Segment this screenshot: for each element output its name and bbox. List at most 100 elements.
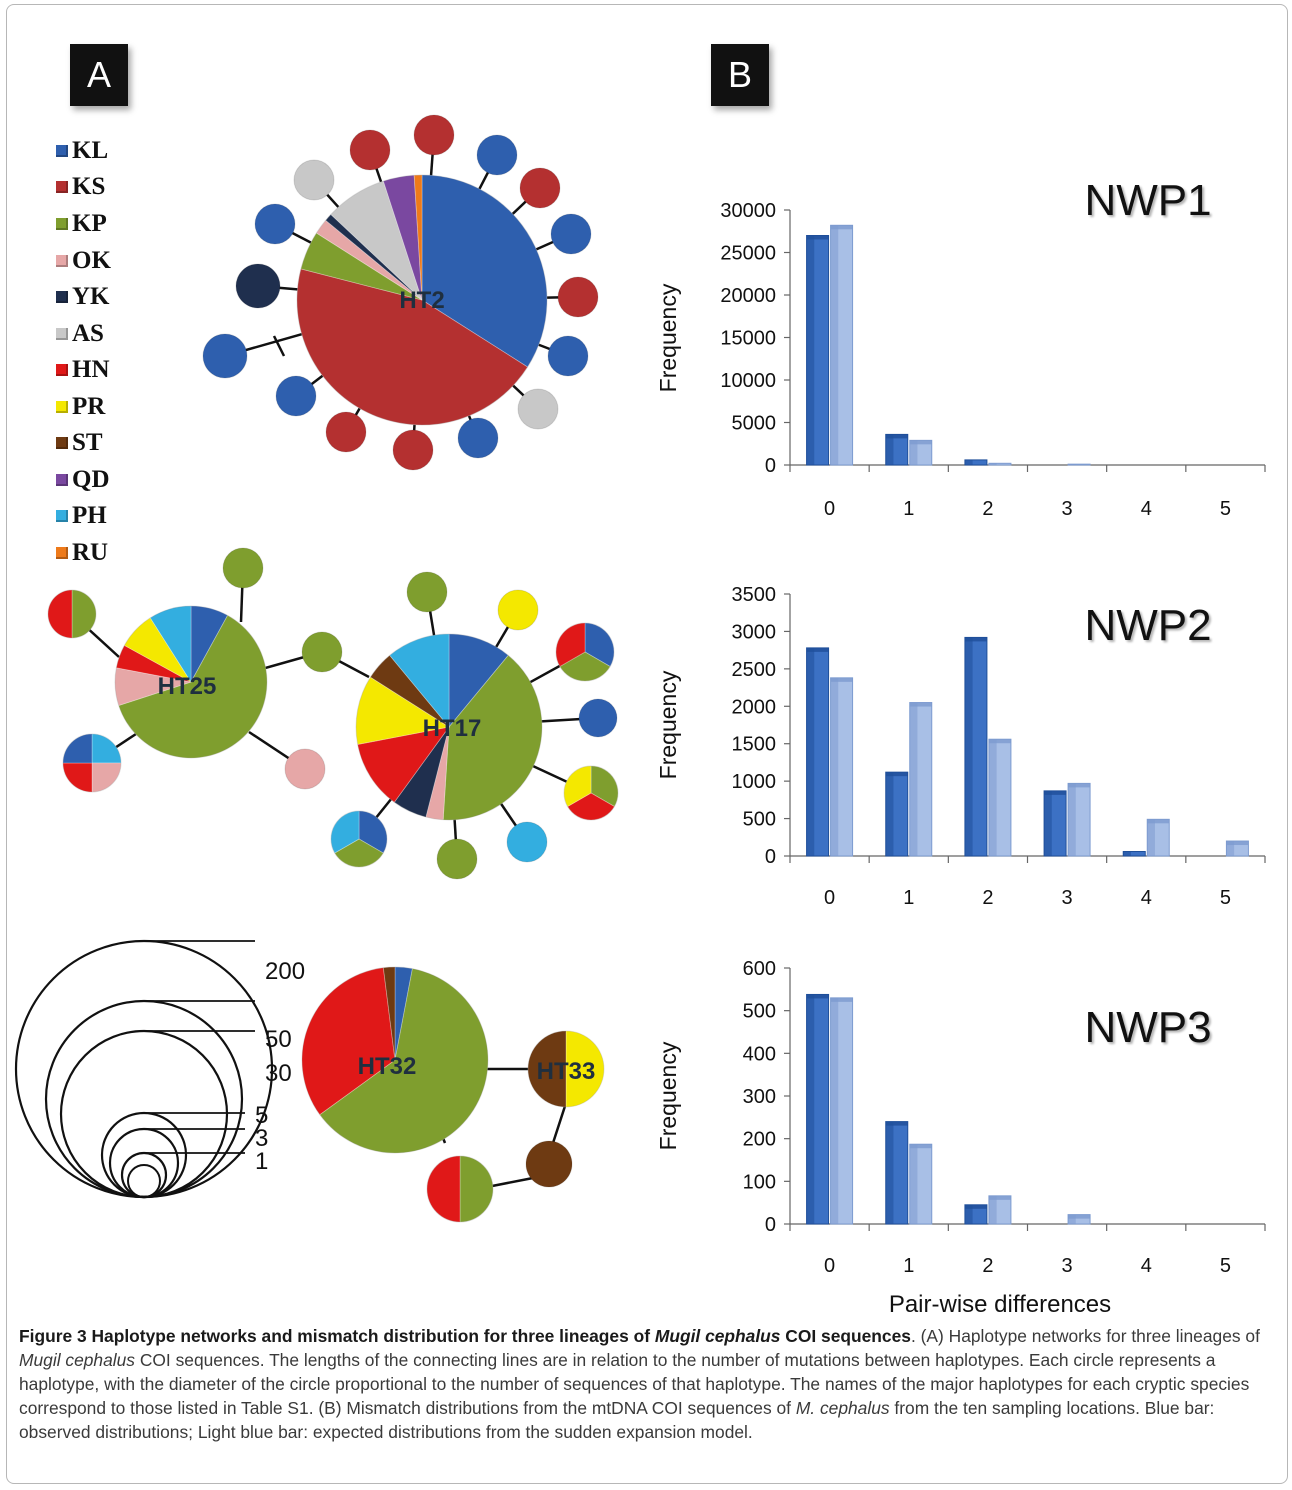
- haplotype-slice: [565, 1030, 605, 1108]
- haplotype-slice: [559, 651, 611, 682]
- legend-label: YK: [72, 283, 110, 310]
- haplotype-outline: [413, 114, 455, 156]
- haplotype-slice: [426, 1155, 461, 1223]
- haplotype-outline: [555, 622, 615, 682]
- haplotype-slice: [394, 966, 413, 1061]
- bar-shade: [909, 702, 918, 856]
- haplotype-slice: [548, 336, 588, 376]
- haplotype-slice: [236, 264, 280, 308]
- haplotype-outline: [519, 167, 561, 209]
- bar-top: [909, 440, 932, 445]
- legend-swatch: [56, 474, 68, 486]
- legend-swatch: [56, 145, 68, 157]
- haplotype-outline: [457, 417, 499, 459]
- haplotype-small: [517, 388, 559, 430]
- bar-shade: [830, 677, 839, 856]
- haplotype-slice: [350, 130, 390, 170]
- haplotype-outline: [202, 333, 248, 379]
- y-axis-label: Frequency: [655, 670, 681, 779]
- haplotype-small: [330, 810, 388, 868]
- y-tick-label: 0: [765, 455, 776, 477]
- x-axis-label: Pair-wise differences: [889, 1291, 1111, 1318]
- haplotype-slice: [382, 174, 423, 301]
- haplotype-slice: [526, 1141, 572, 1187]
- haplotype-slice: [355, 676, 451, 745]
- haplotype-slice: [357, 726, 450, 803]
- bar-top: [885, 1121, 908, 1126]
- haplotype-slice: [62, 762, 93, 793]
- size-scale-label: 1: [255, 1148, 268, 1175]
- y-tick-label: 100: [743, 1171, 776, 1193]
- haplotype-slice: [590, 765, 619, 808]
- haplotype-ht25: [114, 605, 268, 759]
- y-tick-label: 20000: [720, 285, 776, 307]
- haplotype-small: [457, 417, 499, 459]
- bar-top: [830, 677, 853, 682]
- bar-top: [909, 1144, 932, 1149]
- haplotype-label: HT25: [158, 673, 217, 700]
- haplotype-slice: [319, 968, 489, 1154]
- legend-swatch: [56, 401, 68, 413]
- bar-top: [830, 225, 853, 230]
- haplotype-slice: [477, 135, 517, 175]
- x-tick-label: 1: [903, 1255, 914, 1277]
- haplotype-outline: [406, 571, 448, 613]
- haplotype-slice: [584, 622, 615, 668]
- haplotype-ht33: [527, 1030, 605, 1108]
- size-scale-label: 30: [265, 1060, 292, 1087]
- y-tick-label: 400: [743, 1043, 776, 1065]
- haplotype-slice: [190, 605, 229, 683]
- x-tick-label: 4: [1141, 1255, 1152, 1277]
- caption-text-1: . (A) Haplotype networks for three linea…: [910, 1326, 1260, 1346]
- haplotype-slice: [498, 590, 538, 630]
- haplotype-slice: [91, 733, 122, 764]
- bar-shade: [830, 225, 839, 465]
- y-tick-label: 1500: [732, 734, 777, 756]
- bar-shade: [964, 637, 973, 856]
- haplotype-small: [525, 1140, 573, 1188]
- haplotype-outline: [330, 810, 388, 868]
- haplotype-slice: [413, 174, 423, 301]
- bar-shade: [1123, 851, 1131, 856]
- haplotype-small: [436, 838, 478, 880]
- figure-caption: Figure 3 Haplotype networks and mismatch…: [19, 1324, 1281, 1444]
- haplotype-small: [578, 698, 618, 738]
- haplotype-small: [301, 631, 343, 673]
- bar-top: [1068, 783, 1091, 788]
- haplotype-outline: [550, 213, 592, 255]
- haplotype-slice: [382, 966, 396, 1061]
- haplotype-slice: [393, 726, 450, 818]
- haplotype-slice: [567, 792, 615, 821]
- haplotype-outline: [563, 765, 619, 821]
- haplotype-small: [519, 167, 561, 209]
- bar-shade: [988, 739, 997, 856]
- legend-label: KP: [72, 210, 107, 237]
- caption-species-1: Mugil cephalus: [19, 1350, 136, 1370]
- y-tick-label: 2500: [732, 659, 777, 681]
- haplotype-outline: [517, 388, 559, 430]
- haplotype-small: [426, 1155, 494, 1223]
- haplotype-small: [293, 159, 335, 201]
- bar-top: [806, 235, 829, 240]
- legend-label: OK: [72, 247, 111, 274]
- haplotype-outline: [557, 276, 599, 318]
- y-tick-label: 15000: [720, 328, 776, 350]
- chart-title: NWP2: [1084, 601, 1211, 650]
- chart-title: NWP1: [1084, 176, 1211, 225]
- haplotype-outline: [525, 1140, 573, 1188]
- haplotype-slice: [442, 654, 543, 821]
- haplotype-outline: [275, 375, 317, 417]
- haplotype-slice: [71, 589, 97, 639]
- haplotype-label: HT33: [537, 1058, 596, 1085]
- caption-text-3: from the ten sampling locations. Blue ba…: [19, 1398, 1215, 1442]
- y-axis-label: Frequency: [655, 283, 681, 392]
- haplotype-small: [550, 213, 592, 255]
- haplotype-slice: [507, 822, 547, 862]
- haplotype-slice: [555, 622, 586, 668]
- haplotype-outline: [284, 748, 326, 790]
- y-tick-label: 5000: [732, 413, 777, 435]
- haplotype-ht32: [301, 966, 489, 1154]
- y-tick-label: 0: [765, 1214, 776, 1236]
- haplotype-slice: [389, 633, 450, 729]
- bar-shade: [909, 1144, 918, 1224]
